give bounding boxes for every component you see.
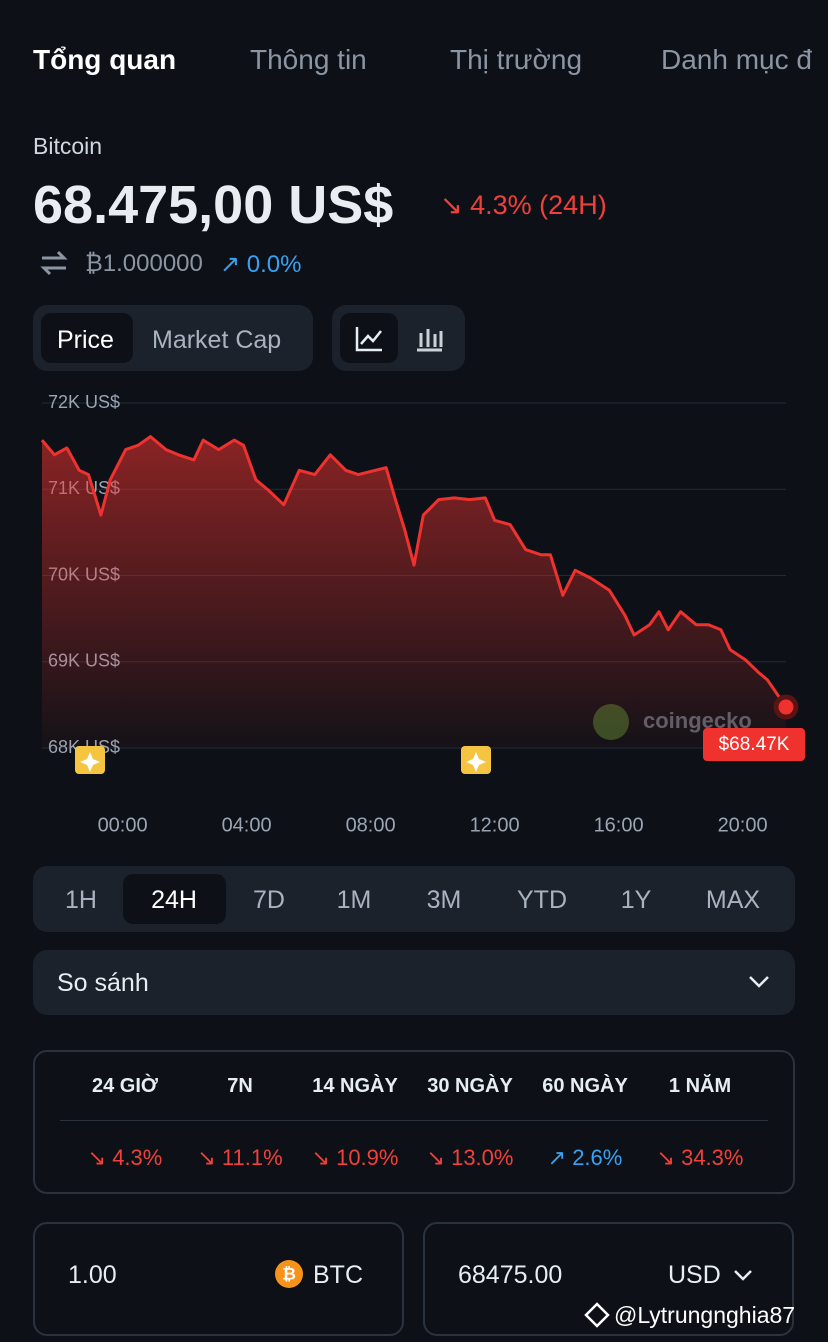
perf-header: 60 NGÀY [542, 1075, 628, 1097]
range-button[interactable]: 1Y [620, 886, 652, 914]
range-button[interactable]: 3M [426, 886, 462, 914]
divider [60, 1120, 768, 1121]
perf-header: 14 NGÀY [312, 1075, 398, 1097]
credit-icon [584, 1302, 610, 1328]
price-line [40, 435, 788, 708]
coin-code: BTC [313, 1261, 363, 1289]
svg-text:₿: ₿ [282, 1264, 296, 1283]
perf-value: ↘ 11.1% [197, 1145, 283, 1170]
result: 68475.00 [458, 1261, 563, 1289]
x-tick-label: 12:00 [470, 814, 520, 836]
line-icon [355, 327, 382, 352]
x-tick-label: 16:00 [594, 814, 644, 836]
range-button[interactable]: 24H [151, 886, 197, 914]
tab[interactable]: Danh mục đ [661, 44, 812, 75]
candle-icon[interactable] [414, 325, 444, 353]
area [42, 436, 786, 748]
chevron [734, 1270, 752, 1281]
x-tick-label: 00:00 [98, 814, 148, 836]
event-star [80, 752, 100, 772]
x-tick-label: 08:00 [346, 814, 396, 836]
amount-box[interactable] [33, 1222, 404, 1336]
price-tag [703, 728, 805, 762]
tab[interactable]: Tổng quan [33, 44, 177, 75]
perf-value: ↗ 2.6% [547, 1145, 623, 1170]
performance-table [33, 1050, 795, 1194]
tab[interactable]: Thị trường [450, 44, 583, 75]
price-change: ↘ 4.3% (24H) [440, 190, 607, 220]
result-box[interactable] [423, 1222, 794, 1336]
range-button[interactable]: 7D [253, 886, 285, 914]
range-button[interactable]: 1H [65, 886, 97, 914]
btc-icon: ₿ [275, 1260, 303, 1288]
perf-header: 30 NGÀY [427, 1075, 513, 1097]
range-button[interactable]: 1M [336, 886, 372, 914]
perf-value: ↘ 13.0% [426, 1145, 514, 1170]
btc-change: ↗ 0.0% [220, 251, 302, 278]
toggle-active [41, 313, 133, 363]
coin-name: Bitcoin [33, 133, 103, 159]
price-tag-label: $68.47K [719, 734, 790, 755]
toggle[interactable]: Market Cap [152, 326, 282, 354]
perf-value: ↘ 4.3% [87, 1145, 163, 1170]
credit: @Lytrungnghia87 [614, 1302, 796, 1328]
chart: 68K US$69K US$70K US$71K US$72K US$00:00… [40, 392, 805, 836]
last-point [773, 694, 799, 720]
x-tick-label: 04:00 [222, 814, 272, 836]
btc-price: ₿1.000000 [85, 250, 203, 277]
x-tick-label: 20:00 [718, 814, 768, 836]
y-tick-label: 72K US$ [48, 392, 120, 412]
range-active [123, 874, 226, 924]
perf-header: 7N [227, 1075, 253, 1097]
event-star [466, 752, 486, 772]
perf-value: ↘ 34.3% [656, 1145, 744, 1170]
tab[interactable]: Thông tin [250, 44, 367, 75]
range-button[interactable]: YTD [517, 886, 567, 914]
amount: 1.00 [68, 1261, 117, 1289]
compare-dropdown[interactable] [33, 950, 795, 1015]
range-button[interactable]: MAX [705, 886, 761, 914]
compare-label: So sánh [57, 969, 149, 997]
chevron [749, 976, 769, 988]
toggle[interactable]: Price [57, 326, 114, 354]
perf-header: 1 NĂM [668, 1075, 732, 1097]
price: 68.475,00 US$ [33, 175, 394, 235]
perf-value: ↘ 10.9% [311, 1145, 399, 1170]
currency[interactable]: USD [668, 1261, 721, 1289]
perf-header: 24 GIỜ [92, 1075, 158, 1097]
swap-icon [40, 250, 68, 276]
